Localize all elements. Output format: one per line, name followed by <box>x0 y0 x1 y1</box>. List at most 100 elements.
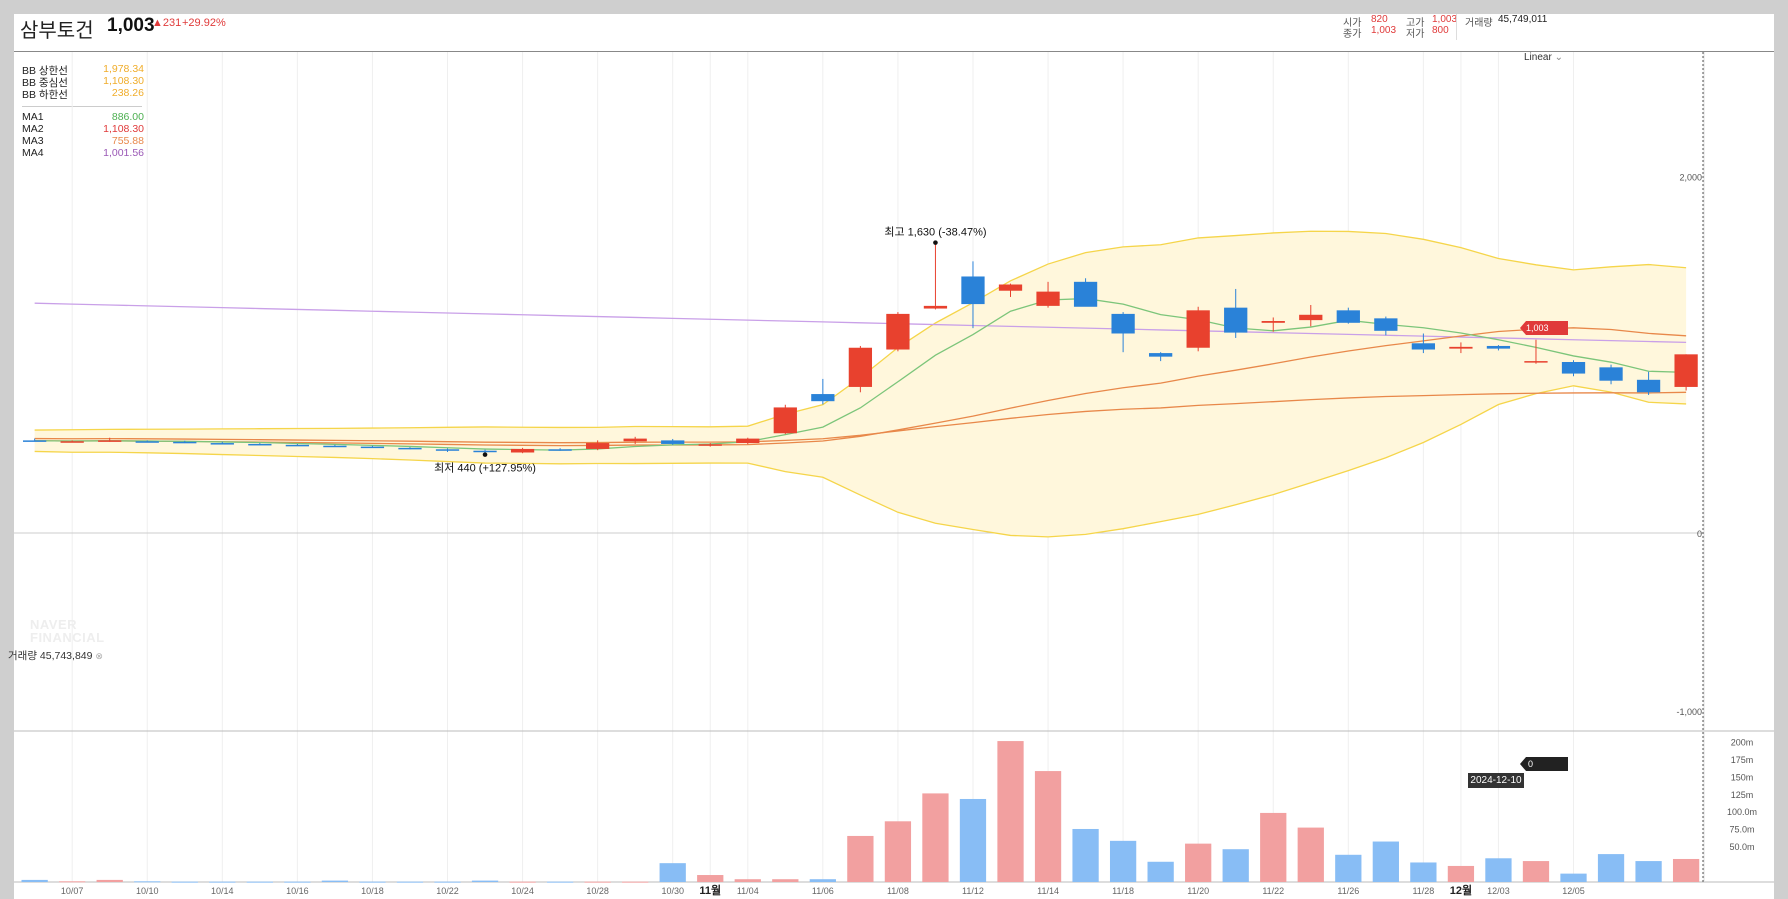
candle-body <box>773 407 797 434</box>
x-axis-label: 10/18 <box>361 886 384 896</box>
x-axis-label: 10/30 <box>661 886 684 896</box>
header-divider <box>1456 14 1457 40</box>
candle-body <box>98 440 122 442</box>
candle <box>1411 333 1436 354</box>
volume-bar <box>1372 841 1399 882</box>
volume-bar <box>697 875 724 882</box>
low-value: 800 <box>1432 25 1449 36</box>
candle <box>135 440 159 443</box>
x-axis-label: 11/12 <box>962 886 984 896</box>
x-axis-label: 11/28 <box>1412 886 1434 896</box>
candle <box>1636 371 1661 395</box>
candle-body <box>1261 321 1285 323</box>
volume-bar <box>584 881 611 883</box>
volume-bar <box>1260 812 1287 882</box>
candle-body <box>1524 361 1548 363</box>
candle <box>698 443 722 447</box>
candle-body <box>248 443 272 446</box>
candle <box>1186 306 1210 352</box>
candle-body <box>473 450 497 453</box>
candle <box>285 443 310 447</box>
candle <box>1336 307 1360 324</box>
x-axis-label: 10/24 <box>511 886 534 896</box>
legend-divider <box>22 106 142 107</box>
candle <box>961 261 985 329</box>
candle <box>323 444 347 448</box>
candle <box>773 404 797 435</box>
volume-bar <box>884 821 912 882</box>
volume-bar <box>96 879 123 882</box>
volume-bar <box>622 881 649 883</box>
volume-axis-label: 125m <box>1731 790 1754 800</box>
candle-body <box>1674 354 1698 387</box>
candle <box>398 447 422 450</box>
volume-bar <box>1597 854 1625 882</box>
bb-mid-line <box>34 327 1687 447</box>
x-axis-label: 10/16 <box>286 886 309 896</box>
high-value: 1,003 <box>1432 14 1458 25</box>
candle-body <box>698 444 722 446</box>
volume-bar <box>809 879 836 882</box>
candle-body <box>360 446 385 449</box>
candle-body <box>1186 310 1210 348</box>
open-label: 시가 <box>1343 18 1362 29</box>
volume-bar <box>1147 861 1174 882</box>
candle-body <box>135 441 159 443</box>
candle <box>1674 354 1698 391</box>
candle-body <box>398 447 422 450</box>
price-axis-label: 2,000 <box>1679 173 1702 183</box>
volume-bar <box>659 863 686 882</box>
volume-bar <box>284 881 311 883</box>
candle-body <box>586 443 610 449</box>
x-axis-label: 10/28 <box>586 886 609 896</box>
candle-body <box>1111 313 1135 334</box>
close-label: 종가 <box>1343 29 1362 40</box>
x-axis-label: 11/18 <box>1112 886 1134 896</box>
volume-bar <box>59 881 86 883</box>
candle-body <box>1374 318 1398 331</box>
candle <box>811 378 835 405</box>
candle <box>1561 360 1586 377</box>
candle-body <box>661 440 685 444</box>
candle <box>848 345 873 393</box>
volume-bar <box>1222 849 1249 882</box>
candle <box>1299 304 1323 327</box>
candle-body <box>1411 343 1436 350</box>
candle-body <box>1486 345 1511 349</box>
scale-mode-button[interactable]: Linear ⌄ <box>1524 52 1563 63</box>
ma1-line <box>34 297 1687 451</box>
volume-bar <box>321 880 349 882</box>
volume-bar <box>922 793 949 882</box>
candle <box>1374 316 1398 336</box>
candle <box>923 242 948 310</box>
candle <box>435 448 460 452</box>
volume-bar <box>1410 862 1437 882</box>
volume-bar <box>1335 854 1362 882</box>
volume-bar <box>434 881 461 883</box>
volume-panel-title: 거래량 45,743,849 ⊗ <box>8 650 103 662</box>
candle-body <box>811 394 835 402</box>
candle <box>173 440 197 444</box>
volume-bar <box>1072 828 1099 882</box>
candle <box>548 448 572 451</box>
volume-bar <box>1447 865 1475 882</box>
high-annotation: 최고 1,630 (-38.47%) <box>884 226 986 239</box>
volume-bar <box>1109 840 1137 882</box>
candle <box>1449 342 1473 354</box>
volume-bar <box>1185 843 1212 882</box>
high-marker <box>933 240 938 245</box>
candle <box>1111 312 1135 353</box>
volume-bar <box>1034 771 1062 882</box>
volume-bar <box>246 881 273 883</box>
x-axis-label: 10/07 <box>61 886 84 896</box>
candle-body <box>435 449 460 451</box>
candle <box>60 440 84 443</box>
x-axis-label: 11/14 <box>1037 886 1059 896</box>
candle <box>1149 352 1173 362</box>
candle <box>1524 339 1548 364</box>
close-icon[interactable]: ⊗ <box>95 651 103 661</box>
candle <box>586 440 610 451</box>
candle-body <box>60 441 84 443</box>
current-price-tag: 1,003 <box>1520 321 1568 335</box>
